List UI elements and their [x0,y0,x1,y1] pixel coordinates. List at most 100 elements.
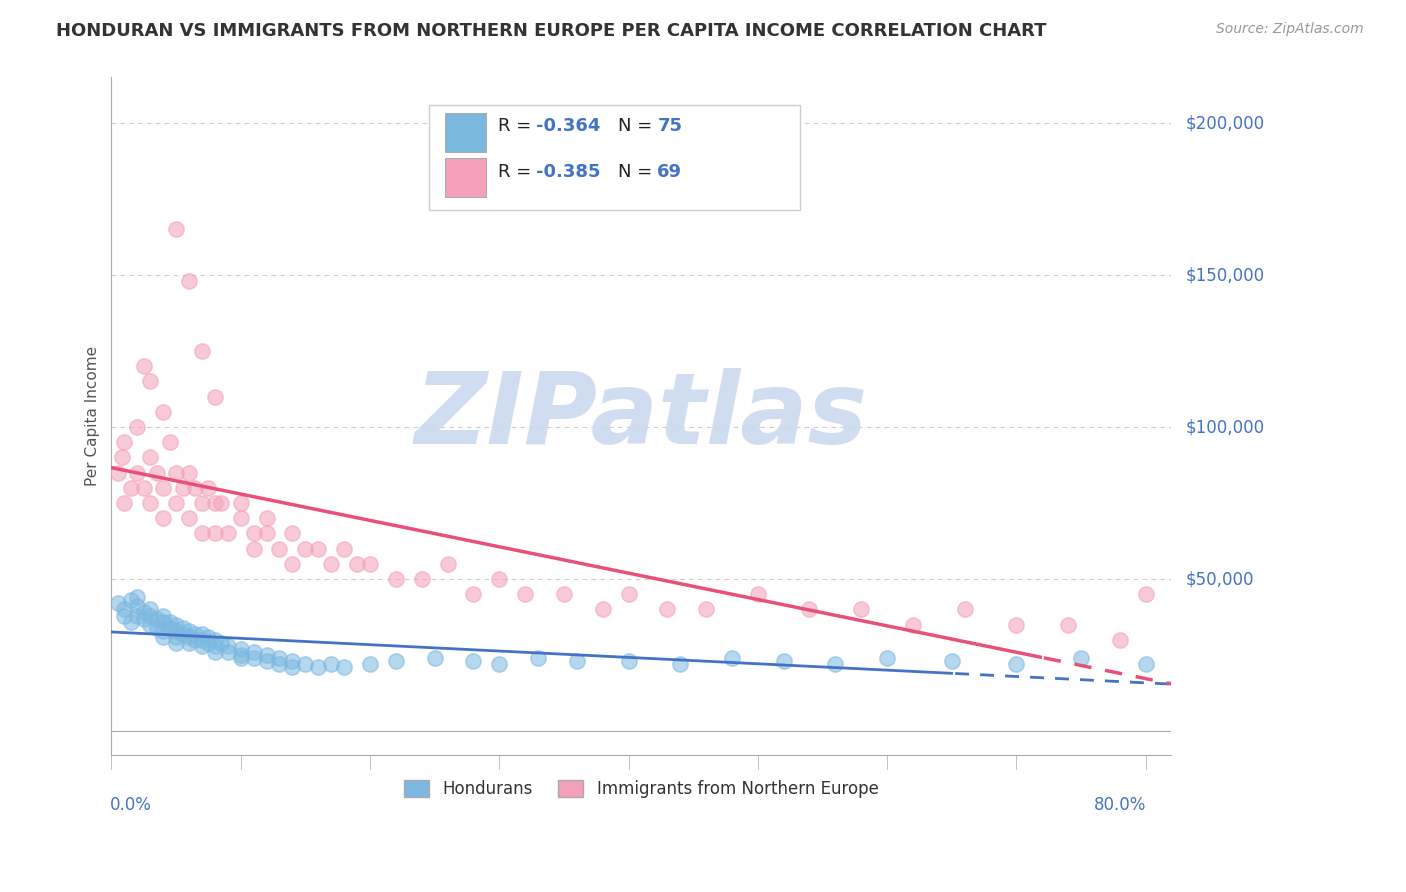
Point [177,630,200,644]
Point [333,541,356,556]
Point [1005,617,1028,632]
Point [901,617,924,632]
Point [177,624,200,638]
Point [772,654,794,668]
Text: 80.0%: 80.0% [1094,796,1146,814]
Point [281,557,304,571]
Point [152,624,174,638]
Point [152,615,174,629]
Point [617,654,640,668]
Point [139,602,162,616]
Point [695,602,717,616]
Point [204,632,226,647]
Point [127,466,149,480]
Point [139,496,162,510]
Point [139,617,162,632]
Point [307,660,329,674]
Point [553,587,575,601]
Text: N =: N = [619,163,658,181]
Point [165,624,187,638]
Point [159,615,181,629]
Point [294,541,316,556]
Point [799,602,821,616]
Point [385,572,408,586]
Legend: Hondurans, Immigrants from Northern Europe: Hondurans, Immigrants from Northern Euro… [398,773,884,805]
Point [513,587,536,601]
Text: -0.385: -0.385 [537,163,600,181]
Point [112,602,135,616]
Point [177,511,200,525]
Point [1057,617,1080,632]
Point [112,435,135,450]
Point [191,626,214,640]
Text: ZIPatlas: ZIPatlas [415,368,868,465]
Point [191,639,214,653]
Point [436,557,458,571]
Point [721,651,744,665]
Point [256,648,278,662]
Point [204,645,226,659]
Text: 75: 75 [658,117,682,136]
Text: $200,000: $200,000 [1185,114,1264,132]
Point [229,651,252,665]
Point [120,615,142,629]
Point [592,602,614,616]
Point [127,420,149,434]
Point [127,599,149,614]
Point [385,654,408,668]
Point [107,596,129,610]
Point [229,642,252,657]
Point [229,648,252,662]
Point [851,602,873,616]
Point [172,481,194,495]
Point [184,632,207,647]
Point [145,621,167,635]
Point [159,621,181,635]
Point [204,496,226,510]
Point [139,450,162,465]
Point [165,617,187,632]
Point [209,496,232,510]
Point [204,390,226,404]
Point [177,636,200,650]
Point [204,639,226,653]
Point [488,657,510,672]
Point [172,621,194,635]
Point [197,481,219,495]
Point [172,626,194,640]
Text: 0.0%: 0.0% [110,796,152,814]
Point [669,657,692,672]
Text: R =: R = [498,117,537,136]
Point [256,654,278,668]
Point [165,636,187,650]
Point [281,660,304,674]
Point [359,657,381,672]
Point [488,572,510,586]
Point [321,657,343,672]
Point [269,651,291,665]
Point [242,645,264,659]
Point [242,541,264,556]
Point [423,651,446,665]
Point [294,657,316,672]
Point [159,435,181,450]
Text: HONDURAN VS IMMIGRANTS FROM NORTHERN EUROPE PER CAPITA INCOME CORRELATION CHART: HONDURAN VS IMMIGRANTS FROM NORTHERN EUR… [56,22,1046,40]
Text: N =: N = [619,117,658,136]
Point [191,526,214,541]
Point [139,608,162,623]
Point [152,511,174,525]
Point [111,450,134,465]
Text: R =: R = [498,163,537,181]
Point [256,511,278,525]
Point [824,657,846,672]
Point [307,541,329,556]
FancyBboxPatch shape [429,104,800,210]
Point [346,557,368,571]
Point [941,654,963,668]
Point [145,611,167,625]
Point [527,651,550,665]
Point [269,541,291,556]
Point [152,405,174,419]
Point [184,626,207,640]
Point [359,557,381,571]
